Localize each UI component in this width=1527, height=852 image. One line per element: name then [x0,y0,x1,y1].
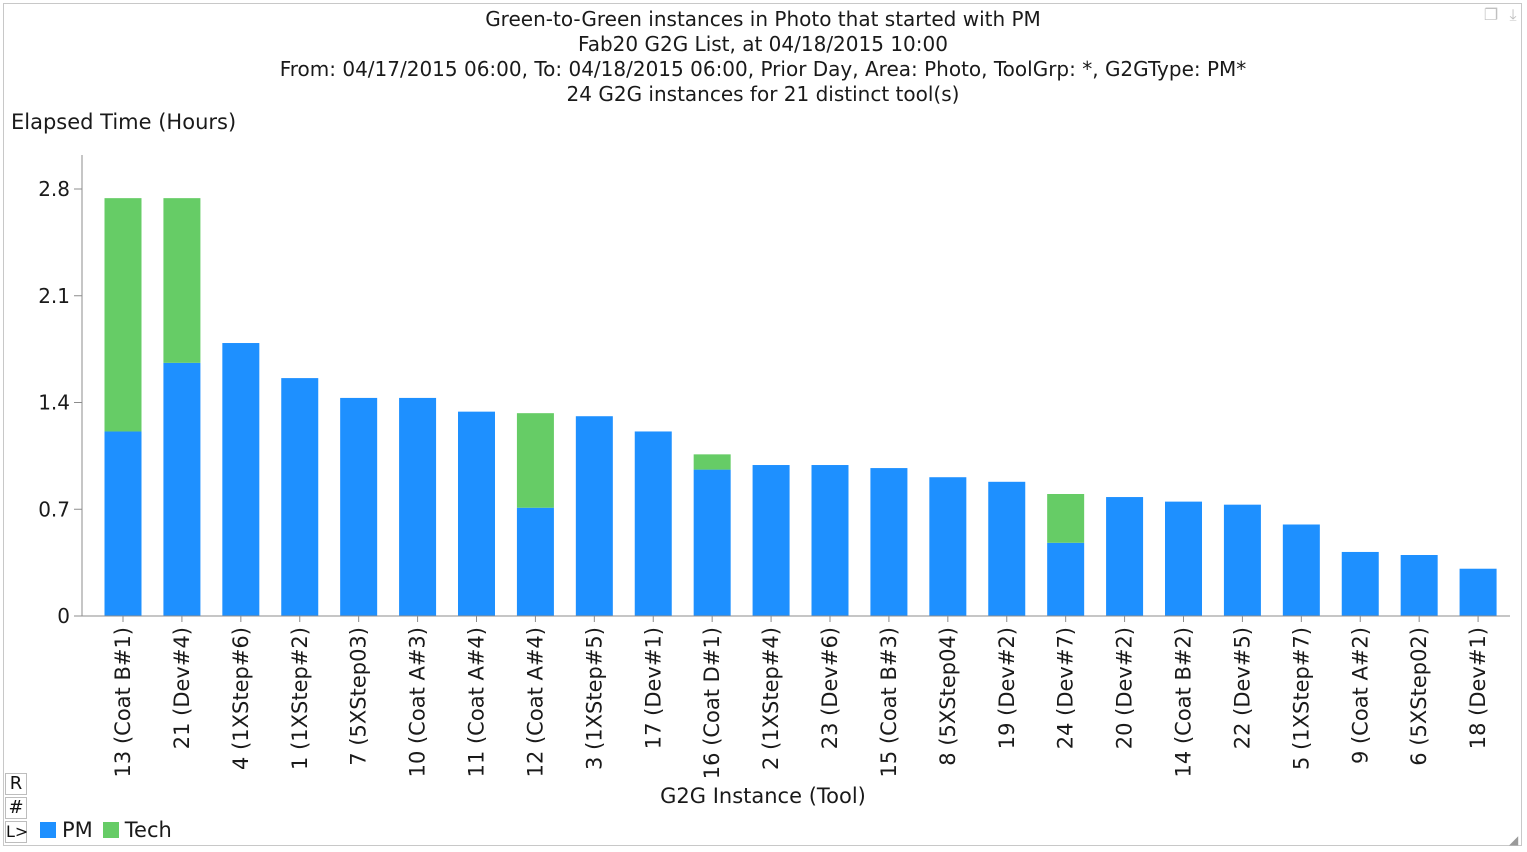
x-tick-label: 20 (Dev#2) [1113,627,1137,749]
bar-pm[interactable] [1165,501,1202,616]
x-axis-label: G2G Instance (Tool) [660,784,866,808]
x-tick-label: 8 (5XStep04) [936,627,960,766]
chart-title-line-1: Green-to-Green instances in Photo that s… [485,7,1041,31]
bar-tech[interactable] [693,454,731,470]
x-tick-label: 21 (Dev#4) [170,627,194,749]
bar-pm[interactable] [458,411,495,616]
legend-label-pm: PM [62,818,93,842]
x-tick-label: 1 (1XStep#2) [288,627,312,770]
bar-pm[interactable] [222,343,260,616]
bar-pm[interactable] [752,465,790,616]
chart-title-line-3: From: 04/17/2015 06:00, To: 04/18/2015 0… [280,57,1247,81]
bar-pm[interactable] [1282,524,1320,617]
l-toggle-button[interactable]: L> [5,821,29,843]
x-tick-label: 15 (Coat B#3) [877,627,901,777]
bar-pm[interactable] [1047,542,1085,616]
bar-pm[interactable] [811,465,849,616]
y-tick-label: 0 [57,604,70,628]
bar-pm[interactable] [988,481,1026,616]
bar-tech[interactable] [163,198,201,363]
bar-pm[interactable] [634,431,672,616]
x-tick-label: 17 (Dev#1) [641,627,665,749]
x-tick-label: 10 (Coat A#3) [406,627,430,777]
y-tick-label: 1.4 [38,391,70,415]
legend-swatch-tech [102,822,119,838]
copy-icon[interactable]: ❐ [1483,5,1499,24]
bar-pm[interactable] [1459,568,1497,616]
chart-title-line-4: 24 G2G instances for 21 distinct tool(s) [567,82,960,106]
bar-pm[interactable] [340,397,378,616]
bar-pm[interactable] [281,378,319,616]
x-tick-label: 18 (Dev#1) [1466,627,1490,749]
bar-pm[interactable] [1106,497,1144,616]
resize-grip-icon[interactable]: ◢ [1509,833,1519,847]
bar-pm[interactable] [399,397,437,616]
x-axis: 13 (Coat B#1) 21 (Dev#4) 4 (1XStep#6) 1 (1X… [82,615,1510,779]
x-tick-label: 6 (5XStep02) [1407,627,1431,766]
y-tick-label: 2.8 [38,177,70,201]
y-axis: 0 0.7 1.4 2.1 2.8 [38,155,83,628]
bar-pm[interactable] [516,507,554,616]
x-tick-label: 7 (5XStep03) [347,627,371,766]
legend-label-tech: Tech [124,818,172,842]
y-axis-label: Elapsed Time (Hours) [11,110,236,134]
r-button[interactable]: R [5,773,27,795]
x-tick-label: 16 (Coat D#1) [700,627,724,779]
bar-pm[interactable] [693,469,731,616]
bars-group [104,198,1497,617]
bar-tech[interactable] [104,198,142,432]
x-tick-label: 12 (Coat A#4) [523,627,547,777]
bar-pm[interactable] [870,468,908,616]
download-icon[interactable]: ⤓ [1509,5,1517,24]
x-tick-label: 19 (Dev#2) [995,627,1019,749]
x-tick-label: 22 (Dev#5) [1230,627,1254,749]
bar-pm[interactable] [929,477,967,616]
bar-pm[interactable] [1341,551,1379,616]
chart-panel [3,3,1522,846]
bar-pm[interactable] [1400,555,1438,616]
legend-item-pm[interactable]: PM [40,818,93,842]
bar-pm[interactable] [163,362,201,616]
bar-pm[interactable] [104,431,142,616]
x-tick-label: 3 (1XStep#5) [582,627,606,770]
bar-pm[interactable] [1223,504,1261,616]
x-tick-label: 5 (1XStep#7) [1289,627,1313,770]
bar-tech[interactable] [516,413,554,508]
legend: PM Tech [40,818,176,842]
x-tick-label: 14 (Coat B#2) [1172,627,1196,777]
hash-button[interactable]: # [5,797,27,819]
bar-pm[interactable] [575,416,613,616]
x-tick-label: 11 (Coat A#4) [465,627,489,777]
legend-item-tech[interactable]: Tech [102,818,172,842]
y-tick-label: 2.1 [38,284,70,308]
x-tick-label: 2 (1XStep#4) [759,627,783,770]
x-tick-label: 23 (Dev#6) [818,627,842,749]
x-tick-label: 4 (1XStep#6) [229,627,253,770]
bar-tech[interactable] [1047,494,1085,543]
x-tick-label: 9 (Coat A#2) [1348,627,1372,764]
chart-title-line-2: Fab20 G2G List, at 04/18/2015 10:00 [578,32,948,56]
panel-toolbar: ❐ ⤓ [1483,6,1521,24]
legend-swatch-pm [40,822,56,838]
x-tick-label: 24 (Dev#7) [1054,627,1078,749]
y-tick-label: 0.7 [38,497,70,521]
x-tick-label: 13 (Coat B#1) [111,627,135,777]
chart-title: Green-to-Green instances in Photo that s… [280,7,1247,106]
